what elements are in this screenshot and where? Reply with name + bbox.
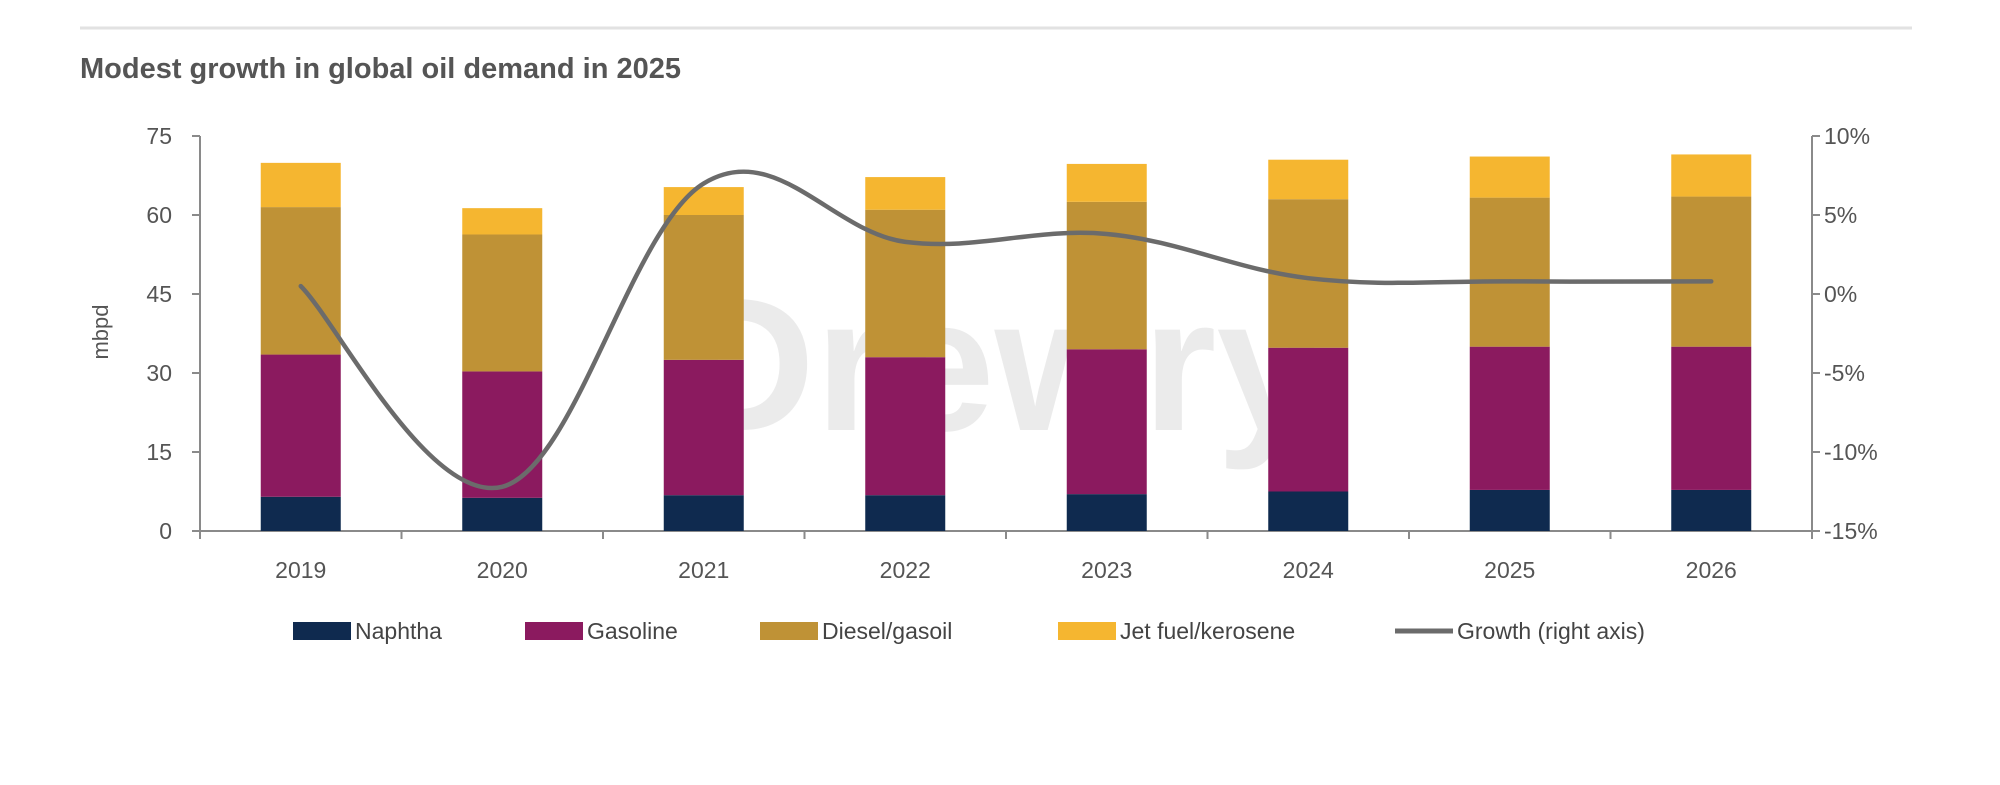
bar-segment — [1671, 346, 1752, 490]
x-tick-label: 2020 — [477, 557, 528, 583]
growth-point — [500, 485, 504, 489]
bar-segment — [1268, 491, 1349, 531]
bar-segment — [1066, 349, 1147, 495]
x-tick-label: 2026 — [1686, 557, 1737, 583]
growth-point — [1105, 232, 1109, 236]
legend-label: Naphtha — [355, 618, 442, 644]
legend-swatch — [760, 622, 818, 640]
chart-title: Modest growth in global oil demand in 20… — [80, 53, 681, 85]
bar-segment — [1671, 196, 1752, 347]
legend: Naphtha Gasoline Diesel/gasoil Jet fuel/ker… — [293, 618, 1645, 644]
legend-label: Diesel/gasoil — [822, 618, 952, 644]
y-tick-label: 0 — [159, 518, 172, 544]
bar-segment — [865, 357, 946, 496]
y-tick-label: 30 — [146, 360, 172, 386]
legend-label: Growth (right axis) — [1457, 618, 1645, 644]
bar-segment — [260, 354, 341, 497]
plot-area: 0 15 30 45 60 75 -15% -10% -5% 0% 5% 10% 2019 2020 202… — [146, 123, 1877, 583]
legend-swatch — [293, 622, 351, 640]
bar-segment — [1469, 156, 1550, 198]
legend-label: Gasoline — [587, 618, 678, 644]
y2-tick-label: -10% — [1824, 439, 1878, 465]
bar-segment — [260, 496, 341, 531]
bar-segment — [663, 495, 744, 531]
x-tick-label: 2021 — [678, 557, 729, 583]
legend-label: Jet fuel/kerosene — [1120, 618, 1295, 644]
y-tick-label: 75 — [146, 123, 172, 149]
bar-segment — [1066, 494, 1147, 531]
x-tick-label: 2022 — [880, 557, 931, 583]
legend-swatch — [1058, 622, 1116, 640]
y2-tick-label: 10% — [1824, 123, 1870, 149]
bar-segment — [865, 495, 946, 531]
bar-segment — [462, 208, 543, 235]
y2-tick-label: 5% — [1824, 202, 1857, 228]
bar-segment — [462, 371, 543, 498]
y2-tick-label: -15% — [1824, 518, 1878, 544]
bar-segment — [1268, 347, 1349, 492]
bar-segment — [462, 497, 543, 531]
bar-segment — [1066, 163, 1147, 202]
y2-tick-label: -5% — [1824, 360, 1865, 386]
bar-segment — [260, 207, 341, 355]
x-tick-label: 2023 — [1081, 557, 1132, 583]
y-tick-label: 45 — [146, 281, 172, 307]
bar-segment — [1066, 201, 1147, 350]
bar-segment — [1671, 154, 1752, 197]
bar-segment — [663, 359, 744, 496]
y-tick-label: 15 — [146, 439, 172, 465]
bar-segment — [663, 215, 744, 360]
y2-tick-label: 0% — [1824, 281, 1857, 307]
x-tick-label: 2025 — [1484, 557, 1535, 583]
bar-segment — [462, 234, 543, 372]
y-axis-label: mbpd — [88, 304, 113, 359]
bar-segment — [865, 209, 946, 358]
bar-segment — [260, 162, 341, 208]
watermark: Drewry — [678, 259, 1322, 471]
bar-segment — [865, 177, 946, 210]
y-tick-label: 60 — [146, 202, 172, 228]
x-tick-label: 2019 — [275, 557, 326, 583]
growth-point — [1306, 276, 1310, 280]
growth-point — [903, 240, 907, 244]
growth-point — [1508, 279, 1512, 283]
bar-segment — [1671, 489, 1752, 531]
bar-segment — [1469, 346, 1550, 490]
bar-segment — [1469, 489, 1550, 531]
growth-point — [1709, 279, 1713, 283]
legend-swatch — [525, 622, 583, 640]
bar-segment — [1268, 159, 1349, 200]
growth-point — [299, 284, 303, 288]
growth-point — [702, 181, 706, 185]
x-tick-label: 2024 — [1283, 557, 1334, 583]
bar-segment — [1469, 197, 1550, 347]
